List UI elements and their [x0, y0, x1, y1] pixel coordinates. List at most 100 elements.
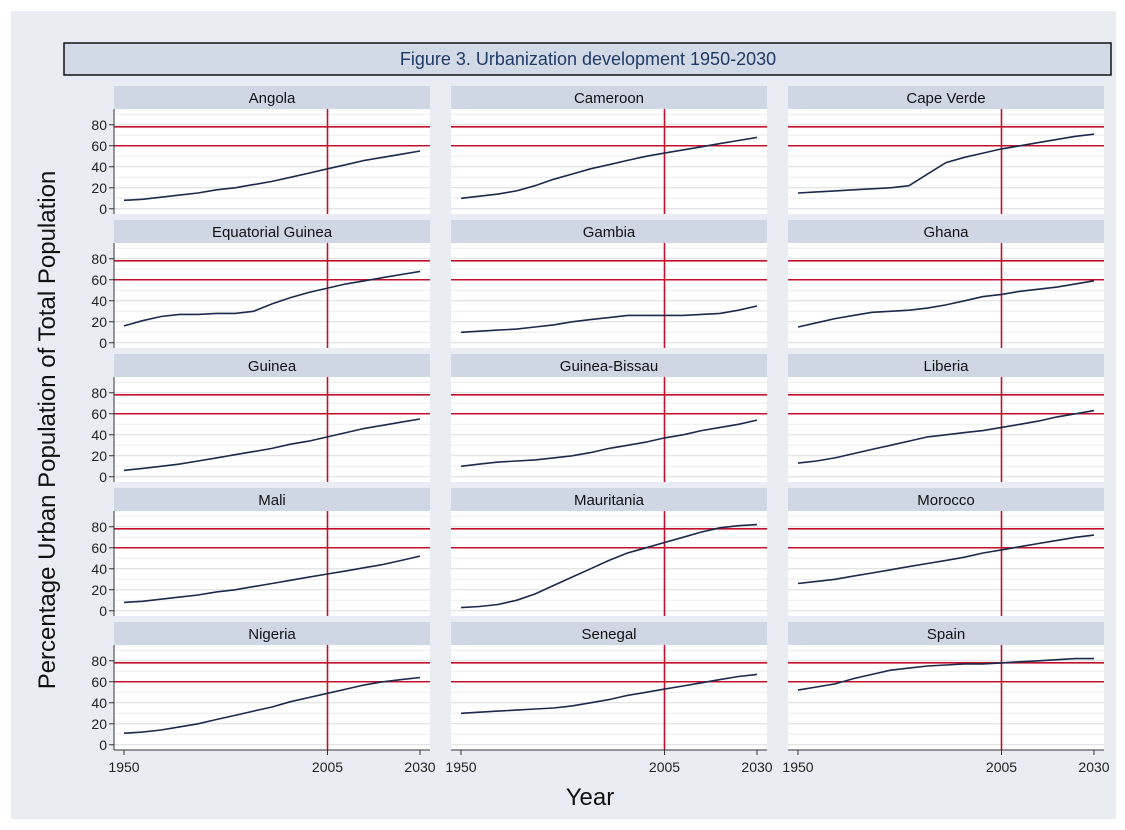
panel-title: Mauritania [574, 492, 645, 509]
x-tick-label: 1950 [445, 759, 476, 775]
panel-strip [451, 488, 767, 511]
chart-title: Figure 3. Urbanization development 1950-… [400, 49, 776, 69]
panel-title: Mali [258, 492, 286, 509]
y-tick-label: 20 [91, 180, 107, 196]
panel-cameroon: Cameroon [451, 86, 767, 214]
y-tick-label: 60 [91, 406, 107, 422]
panel-angola: Angola 0 20 40 60 80 [91, 86, 430, 217]
y-tick-label: 60 [91, 540, 107, 556]
y-tick-label: 40 [91, 293, 107, 309]
panel-cape-verde: Cape Verde [788, 86, 1104, 214]
x-tick-label: 1950 [782, 759, 813, 775]
x-tick-label: 1950 [108, 759, 139, 775]
y-tick-label: 40 [91, 159, 107, 175]
y-tick-label: 0 [99, 737, 107, 753]
y-tick-label: 60 [91, 272, 107, 288]
panel-strip [451, 220, 767, 243]
series-line [797, 409, 1095, 464]
panel-title: Senegal [581, 626, 636, 643]
x-tick-label: 2005 [986, 759, 1017, 775]
panel-strip [788, 622, 1104, 645]
series-line [123, 676, 421, 734]
panel-title: Liberia [923, 358, 969, 375]
panel-guinea-bissau: Guinea-Bissau [451, 354, 767, 482]
panel-title: Spain [927, 626, 965, 643]
panel-title: Guinea-Bissau [560, 358, 658, 375]
series-line [797, 280, 1095, 328]
panel-morocco: Morocco [788, 488, 1104, 616]
x-tick-label: 2030 [741, 759, 772, 775]
series-line [797, 657, 1094, 691]
series-line [460, 419, 758, 468]
panel-gambia: Gambia [451, 220, 767, 348]
panel-strip [788, 488, 1104, 511]
y-tick-label: 20 [91, 582, 107, 598]
x-tick-label: 2030 [404, 759, 435, 775]
y-axis-label: Percentage Urban Population of Total Pop… [34, 171, 61, 690]
panel-equatorial-guinea: Equatorial Guinea 0 20 40 60 80 [91, 220, 430, 351]
y-tick-label: 80 [91, 117, 107, 133]
y-tick-label: 60 [91, 138, 107, 154]
y-tick-label: 40 [91, 695, 107, 711]
panel-title: Guinea [248, 358, 297, 375]
y-tick-label: 40 [91, 561, 107, 577]
panel-strip [114, 220, 430, 243]
panel-title: Angola [249, 90, 296, 107]
panel-strip [114, 354, 430, 377]
panel-title: Cape Verde [906, 90, 985, 107]
panel-guinea: Guinea 0 20 40 60 80 [91, 354, 430, 485]
panel-liberia: Liberia [788, 354, 1104, 482]
panels-group: Angola 0 20 40 60 80 Cameroon Cape Verde Equator… [91, 86, 1110, 775]
panel-strip [114, 622, 430, 645]
series-line [460, 673, 758, 715]
panel-mauritania: Mauritania [451, 488, 767, 616]
panel-strip [451, 86, 767, 109]
x-axis-label: Year [566, 784, 615, 811]
panel-title: Gambia [583, 224, 636, 241]
y-tick-label: 80 [91, 519, 107, 535]
title-box [63, 42, 1112, 76]
series-line [123, 555, 421, 604]
y-tick-label: 60 [91, 674, 107, 690]
panel-title: Equatorial Guinea [212, 224, 333, 241]
panel-title: Nigeria [248, 626, 296, 643]
series-line [123, 418, 421, 472]
series-line [797, 534, 1095, 585]
y-tick-label: 80 [91, 653, 107, 669]
y-tick-label: 80 [91, 251, 107, 267]
panel-mali: Mali 0 20 40 60 80 [91, 488, 430, 619]
panel-strip [788, 86, 1104, 109]
series-line [460, 523, 758, 609]
panel-strip [451, 354, 767, 377]
panel-strip [788, 354, 1104, 377]
series-line [797, 133, 1095, 194]
panel-strip [451, 622, 767, 645]
panel-strip [114, 86, 430, 109]
y-tick-label: 20 [91, 448, 107, 464]
panel-strip [788, 220, 1104, 243]
y-tick-label: 0 [99, 201, 107, 217]
y-tick-label: 0 [99, 469, 107, 485]
y-tick-label: 40 [91, 427, 107, 443]
y-tick-label: 20 [91, 716, 107, 732]
series-line [123, 150, 421, 202]
panel-spain: Spain 1950 2005 2030 [782, 622, 1110, 775]
panel-senegal: Senegal 1950 2005 2030 [445, 622, 773, 775]
panel-strip [114, 488, 430, 511]
series-line [123, 270, 421, 327]
panel-title: Morocco [917, 492, 975, 509]
y-tick-label: 80 [91, 385, 107, 401]
y-tick-label: 0 [99, 335, 107, 351]
x-tick-label: 2005 [649, 759, 680, 775]
series-line [460, 305, 758, 334]
x-tick-label: 2005 [312, 759, 343, 775]
panel-nigeria: Nigeria 0 20 40 60 80 1950 2005 2030 [91, 622, 436, 775]
y-tick-label: 20 [91, 314, 107, 330]
series-line [460, 136, 758, 200]
panel-title: Cameroon [574, 90, 644, 107]
panel-title: Ghana [923, 224, 969, 241]
panel-ghana: Ghana [788, 220, 1104, 348]
x-tick-label: 2030 [1078, 759, 1109, 775]
y-tick-label: 0 [99, 603, 107, 619]
